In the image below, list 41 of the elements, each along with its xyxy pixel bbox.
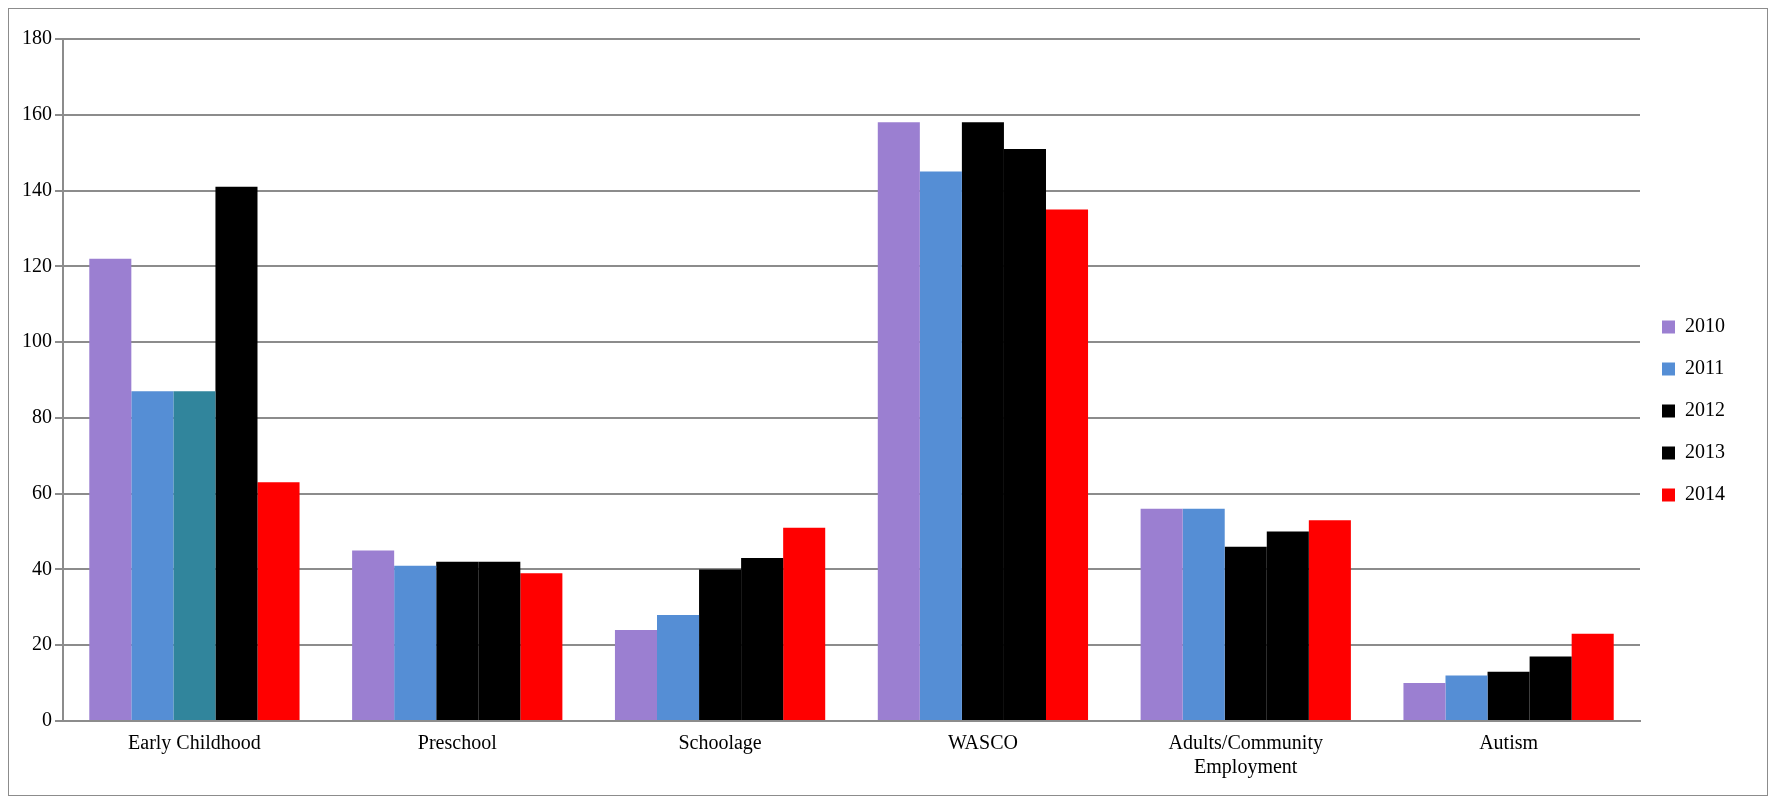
- bar: [919, 171, 962, 720]
- legend-label: 2011: [1685, 356, 1725, 379]
- bar: [783, 527, 826, 720]
- x-tick-label: Adults/Community Employment: [1168, 731, 1323, 779]
- bar: [1403, 683, 1446, 720]
- y-tick-label: 140: [22, 177, 52, 200]
- bar: [1308, 520, 1351, 720]
- x-tick-label: Schoolage: [678, 731, 762, 755]
- bar: [1445, 675, 1488, 720]
- bar: [1046, 209, 1089, 720]
- bar: [614, 630, 657, 720]
- bar: [520, 573, 563, 720]
- y-tick-label: 0: [42, 708, 52, 731]
- bar: [877, 122, 920, 720]
- legend-label: 2010: [1685, 314, 1725, 337]
- bar: [1182, 508, 1225, 720]
- bar: [394, 565, 437, 720]
- bar: [215, 186, 258, 720]
- bar: [89, 258, 132, 720]
- y-tick-label: 80: [32, 405, 52, 428]
- y-tick-label: 60: [32, 480, 52, 503]
- y-tick-label: 160: [22, 102, 52, 125]
- bar: [131, 391, 174, 720]
- y-tick-label: 40: [32, 556, 52, 579]
- x-tick-label: WASCO: [947, 731, 1018, 754]
- bar: [657, 614, 700, 720]
- x-tick-label: Early Childhood: [128, 731, 261, 755]
- legend-label: 2013: [1685, 440, 1725, 463]
- bar: [173, 391, 216, 720]
- x-tick-label: Preschool: [417, 731, 498, 754]
- y-tick-label: 100: [22, 329, 52, 352]
- bar: [257, 482, 300, 720]
- y-tick-label: 20: [32, 632, 52, 655]
- bar: [1140, 508, 1183, 720]
- x-tick-label: Autism: [1479, 731, 1539, 754]
- legend-label: 2014: [1685, 482, 1725, 505]
- legend-label: 2012: [1685, 398, 1725, 421]
- y-tick-label: 180: [22, 26, 52, 49]
- bar: [352, 550, 395, 720]
- y-tick-label: 120: [22, 253, 52, 276]
- bar: [1571, 633, 1614, 720]
